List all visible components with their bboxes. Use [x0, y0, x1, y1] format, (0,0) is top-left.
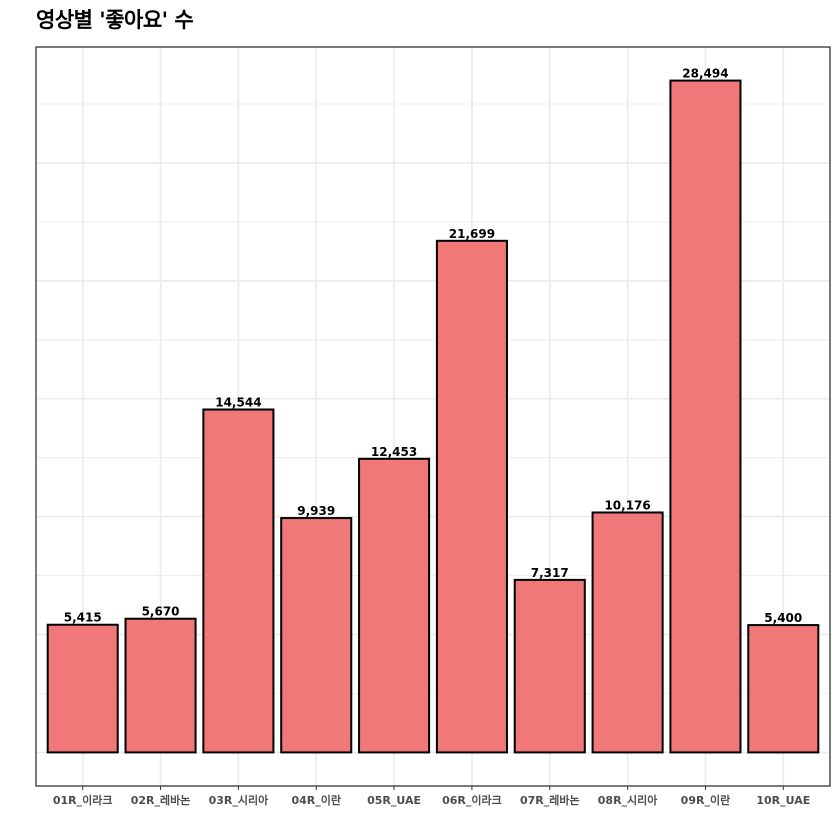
bar [124, 617, 197, 754]
bar [591, 511, 664, 754]
data-label: 5,415 [64, 611, 102, 625]
x-tick-label: 06R_이라크 [442, 793, 502, 807]
x-tick-label: 09R_이란 [681, 793, 731, 807]
bar [358, 457, 431, 754]
x-tick-label: 07R_레바논 [520, 793, 580, 807]
x-tick-label: 08R_시리아 [598, 793, 659, 807]
bar [435, 239, 508, 754]
bar [747, 624, 820, 754]
data-label: 21,699 [449, 227, 495, 241]
bar [280, 517, 353, 754]
data-label: 10,176 [604, 498, 650, 512]
chart-title: 영상별 '좋아요' 수 [36, 8, 194, 32]
data-label: 5,400 [764, 611, 802, 625]
data-label: 9,939 [297, 504, 335, 518]
x-tick-label: 04R_이란 [291, 793, 341, 807]
x-tick-label: 03R_시리아 [209, 793, 270, 807]
x-tick-label: 01R_이라크 [53, 793, 113, 807]
bar [46, 623, 119, 754]
data-label: 28,494 [682, 67, 728, 81]
bar [669, 79, 742, 754]
x-tick-label: 10R_UAE [756, 794, 810, 807]
bar [513, 578, 586, 754]
data-label: 5,670 [142, 605, 180, 619]
data-label: 12,453 [371, 445, 417, 459]
plot-panel-border [35, 46, 831, 787]
data-label: 14,544 [215, 395, 261, 409]
value-label-layer: 5,415 5,670 14,544 9,939 12,453 21,699 7,317 10… [64, 67, 803, 625]
bar-layer [46, 79, 820, 754]
x-tick-layer: 01R_이라크 02R_레바논 03R_시리아 04R_이란 05R_UAE 06R_이라… [53, 786, 810, 807]
data-label: 7,317 [531, 566, 569, 580]
bar [202, 408, 275, 754]
x-tick-label: 02R_레바논 [131, 793, 191, 807]
x-tick-label: 05R_UAE [367, 794, 421, 807]
